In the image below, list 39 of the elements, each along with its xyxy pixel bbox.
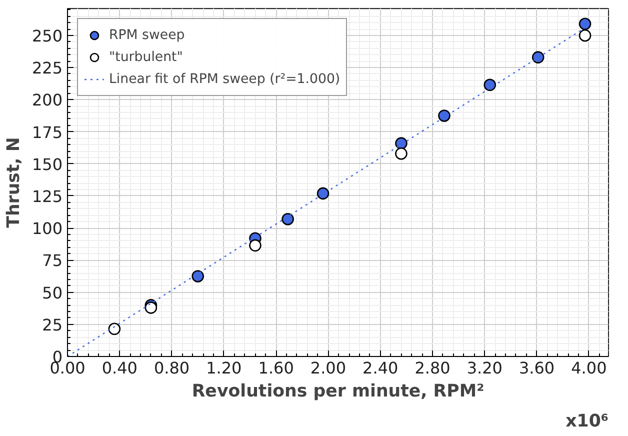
- point: [578, 29, 592, 42]
- x-tick-label: 0.80: [154, 358, 190, 378]
- x-tick-label: 0.40: [102, 358, 138, 378]
- point: [395, 147, 408, 160]
- point: [108, 322, 121, 336]
- point: [144, 302, 158, 314]
- x-tick-label: 1.60: [258, 358, 294, 378]
- point: [438, 110, 450, 122]
- y-tick-label: 225: [32, 58, 63, 78]
- point: [316, 187, 330, 200]
- legend-label: Linear fit of RPM sweep (r²=1.000): [109, 72, 340, 86]
- x-tick-label: 4.00: [571, 358, 607, 378]
- y-tick-label: 50: [42, 283, 62, 302]
- x-tick-label: 2.40: [362, 358, 398, 378]
- x-axis-title: Revolutions per minute, RPM²: [192, 382, 484, 402]
- y-tick-label: 150: [32, 154, 63, 174]
- y-tick-label: 100: [32, 219, 63, 238]
- point: [395, 137, 408, 150]
- y-axis-title: Thrust, N: [4, 137, 24, 228]
- x-tick-label: 2.00: [310, 358, 346, 378]
- x-tick-label: 3.20: [466, 358, 502, 378]
- x-tick-label: 1.20: [206, 358, 242, 378]
- x-tick-label: 2.80: [414, 358, 450, 378]
- y-tick-label: 250: [32, 26, 63, 46]
- y-tick-label: 200: [32, 90, 63, 110]
- y-tick-label: 175: [32, 122, 63, 142]
- x-tick-label: 3.60: [518, 358, 555, 378]
- point: [484, 78, 496, 92]
- legend-label: "turbulent": [109, 50, 183, 64]
- legend-label: RPM sweep: [109, 28, 185, 42]
- point: [578, 18, 592, 30]
- y-tick-label: 25: [42, 315, 62, 334]
- point: [532, 51, 544, 64]
- y-tick-label: 125: [32, 186, 63, 206]
- y-tick-label: 75: [42, 251, 62, 270]
- point: [249, 239, 262, 252]
- point: [192, 270, 204, 282]
- point: [282, 212, 294, 226]
- text: x10⁶: [566, 412, 609, 432]
